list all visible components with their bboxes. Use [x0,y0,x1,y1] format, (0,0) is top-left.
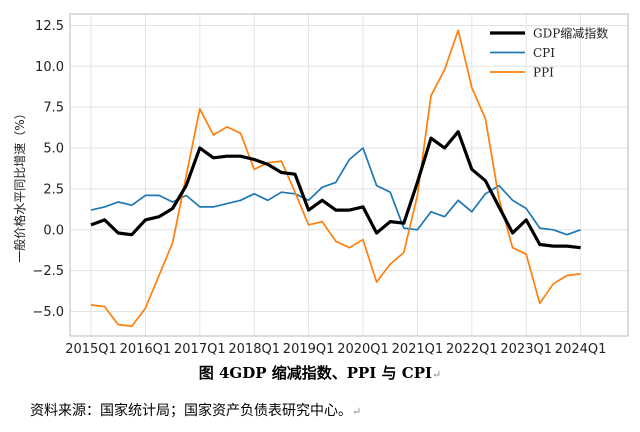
series-lines [90,29,581,328]
legend-label: CPI [533,46,555,60]
x-axis: 2015Q1 2016Q1 2017Q1 2018Q1 2019Q1 2020Q1 2021… [65,342,606,357]
x-tick-label: 2021Q1 [392,342,444,357]
legend-label: PPI [533,66,554,80]
y-tick-label: 2.5 [43,182,64,197]
source-note: 资料来源：国家统计局；国家资产负债表研究中心。↵ [30,400,361,420]
legend: GDP缩减指数 CPI PPI [490,26,608,80]
x-tick-label: 2022Q1 [446,342,498,357]
legend-label: GDP缩减指数 [533,26,608,41]
x-tick-label: 2016Q1 [120,342,172,357]
x-tick-label: 2019Q1 [283,342,335,357]
line-chart: −5.0 −2.5 0.0 2.5 5.0 7.5 10.0 12.5 2015Q1 2016Q… [12,13,629,357]
caption-text: 图 4GDP 缩减指数、PPI 与 CPI [198,364,432,382]
y-tick-label: 5.0 [43,142,64,157]
source-text: 资料来源：国家统计局；国家资产负债表研究中心。 [30,403,352,419]
x-tick-label: 2017Q1 [174,342,226,357]
y-tick-label: 0.0 [43,223,64,238]
y-axis-label: 一般价格水平同比增速（%） [12,107,27,262]
grid-lines [70,14,628,336]
figure-caption: 图 4GDP 缩减指数、PPI 与 CPI↵ [0,362,640,383]
return-mark-icon: ↵ [432,368,442,381]
y-tick-label: 12.5 [35,19,64,34]
x-tick-label: 2018Q1 [228,342,280,357]
y-tick-label: 7.5 [43,101,64,116]
x-tick-label: 2015Q1 [65,342,117,357]
y-tick-label: −2.5 [32,264,64,279]
series-line-cpi [90,147,581,236]
y-tick-label: 10.0 [35,60,64,75]
series-line-ppi [90,29,581,328]
x-tick-label: 2020Q1 [337,342,389,357]
x-tick-label: 2023Q1 [500,342,552,357]
return-mark-icon: ↵ [352,405,362,418]
plot-frame [69,13,629,337]
series-line-gdp-deflator [90,130,581,250]
y-tick-label: −5.0 [32,305,64,320]
x-tick-label: 2024Q1 [555,342,607,357]
y-axis: −5.0 −2.5 0.0 2.5 5.0 7.5 10.0 12.5 [32,19,64,320]
